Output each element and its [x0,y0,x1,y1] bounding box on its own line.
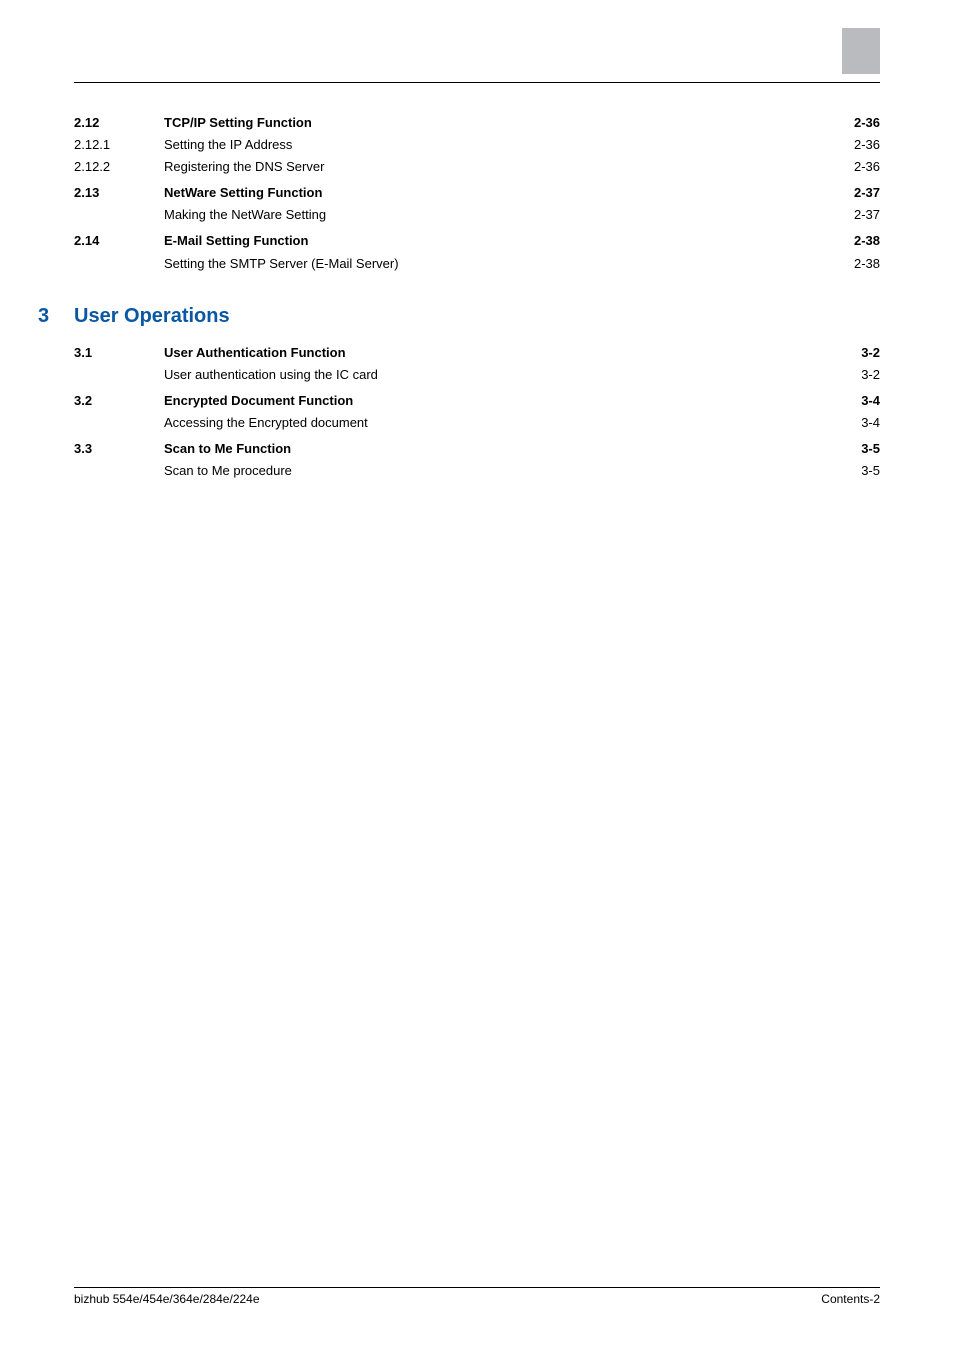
toc-entry-title: Scan to Me procedure [164,460,292,482]
toc-entry-number: 2.12.1 [74,134,164,156]
page-footer: bizhub 554e/454e/364e/284e/224e Contents… [74,1287,880,1306]
toc-entry-title: Setting the SMTP Server (E-Mail Server) [164,253,399,275]
toc-entry: 3.3Scan to Me Function 3-5 [74,438,880,460]
toc-entry-title: NetWare Setting Function [164,182,322,204]
toc-entry-page: 3-2 [855,364,880,386]
chapter-title: User Operations [74,305,230,328]
footer-left-text: bizhub 554e/454e/364e/284e/224e [74,1292,260,1306]
toc-entry-title: Making the NetWare Setting [164,204,326,226]
toc-content: 2.12TCP/IP Setting Function 2-362.12.1Se… [74,112,880,482]
toc-entry: 2.12TCP/IP Setting Function 2-36 [74,112,880,134]
toc-entry-page: 2-36 [848,134,880,156]
toc-entry-page: 2-36 [848,112,880,134]
toc-entry-number: 3.3 [74,438,164,460]
toc-entry-title: E-Mail Setting Function [164,230,308,252]
toc-entry: Making the NetWare Setting 2-37 [74,204,880,226]
toc-entry: Setting the SMTP Server (E-Mail Server) 2… [74,253,880,275]
footer-right-text: Contents-2 [821,1292,880,1306]
toc-entry-number: 2.14 [74,230,164,252]
corner-tab-decoration [842,28,880,74]
toc-entry-page: 3-5 [855,460,880,482]
toc-entry-page: 2-37 [848,204,880,226]
toc-entry-number: 2.12.2 [74,156,164,178]
toc-entry: 2.13NetWare Setting Function 2-37 [74,182,880,204]
toc-entry: 3.1User Authentication Function 3-2 [74,342,880,364]
toc-entry-page: 2-38 [848,253,880,275]
toc-entry-title: Registering the DNS Server [164,156,324,178]
toc-entry-title: User Authentication Function [164,342,346,364]
toc-section-3: 3.1User Authentication Function 3-2User … [74,342,880,483]
toc-entry-title: Scan to Me Function [164,438,291,460]
toc-entry-number: 3.1 [74,342,164,364]
toc-entry: 2.12.1Setting the IP Address 2-36 [74,134,880,156]
toc-entry-title: Encrypted Document Function [164,390,353,412]
toc-entry-page: 2-36 [848,156,880,178]
toc-entry-page: 2-37 [848,182,880,204]
toc-entry-title: Accessing the Encrypted document [164,412,368,434]
toc-entry-number: 3.2 [74,390,164,412]
toc-entry: Accessing the Encrypted document 3-4 [74,412,880,434]
toc-entry-title: Setting the IP Address [164,134,292,156]
toc-entry-title: User authentication using the IC card [164,364,378,386]
toc-entry: 3.2Encrypted Document Function 3-4 [74,390,880,412]
toc-section-2: 2.12TCP/IP Setting Function 2-362.12.1Se… [74,112,880,275]
toc-entry-page: 2-38 [848,230,880,252]
header-rule [74,82,880,83]
toc-entry-title: TCP/IP Setting Function [164,112,312,134]
page: 2.12TCP/IP Setting Function 2-362.12.1Se… [0,0,954,1350]
toc-entry-page: 3-4 [855,390,880,412]
toc-entry-number: 2.12 [74,112,164,134]
toc-entry-page: 3-4 [855,412,880,434]
toc-entry: 2.12.2Registering the DNS Server 2-36 [74,156,880,178]
chapter-number: 3 [38,305,74,328]
chapter-heading: 3 User Operations [38,305,880,328]
toc-entry: 2.14E-Mail Setting Function 2-38 [74,230,880,252]
toc-entry-number: 2.13 [74,182,164,204]
toc-entry: User authentication using the IC card 3-2 [74,364,880,386]
toc-entry-page: 3-5 [855,438,880,460]
toc-entry: Scan to Me procedure 3-5 [74,460,880,482]
toc-entry-page: 3-2 [855,342,880,364]
